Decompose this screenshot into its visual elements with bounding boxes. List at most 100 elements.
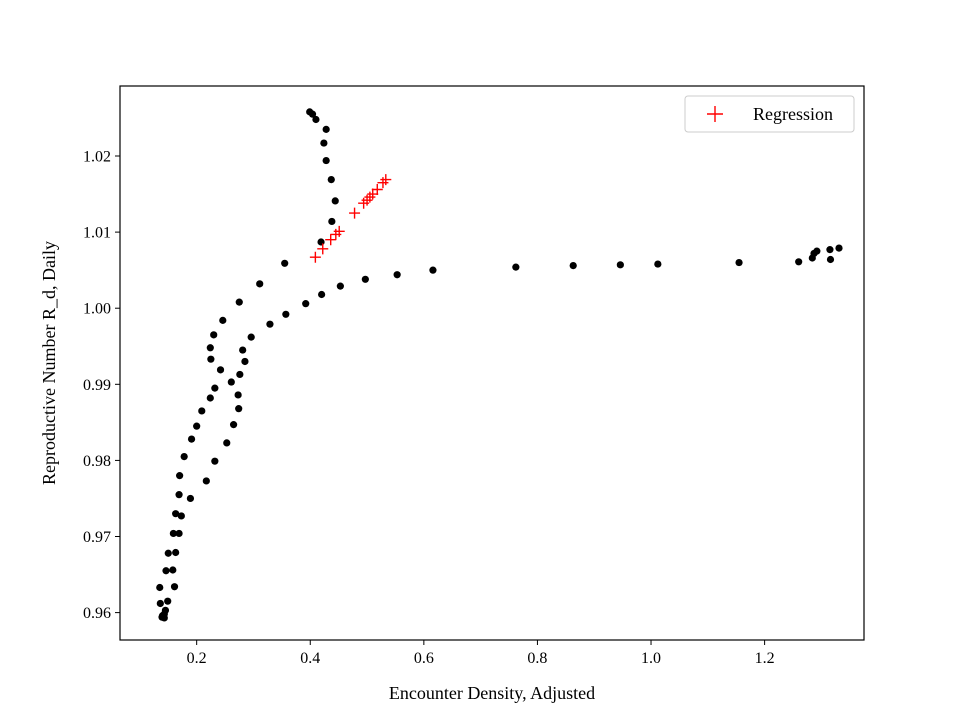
data-point bbox=[429, 266, 437, 274]
regression-point bbox=[309, 251, 321, 263]
data-point bbox=[835, 244, 843, 252]
x-tick-label: 0.2 bbox=[187, 650, 207, 667]
data-point bbox=[328, 217, 336, 226]
data-point bbox=[158, 612, 167, 620]
data-point bbox=[322, 125, 330, 133]
x-tick-label: 0.6 bbox=[414, 650, 434, 667]
data-point bbox=[256, 280, 264, 288]
data-point bbox=[210, 331, 218, 339]
data-point bbox=[281, 259, 289, 267]
legend-box bbox=[684, 95, 855, 133]
data-point bbox=[206, 394, 214, 402]
data-point bbox=[235, 405, 243, 413]
data-point bbox=[393, 271, 401, 279]
data-point bbox=[164, 597, 172, 605]
data-point bbox=[735, 258, 743, 267]
data-point bbox=[175, 491, 183, 499]
data-point bbox=[795, 258, 803, 266]
y-tick-label: 1.00 bbox=[83, 301, 111, 318]
data-point bbox=[169, 529, 177, 538]
data-point bbox=[162, 567, 170, 575]
regression-point bbox=[317, 243, 329, 255]
data-point bbox=[164, 549, 172, 557]
data-point bbox=[177, 512, 185, 520]
y-tick-label: 0.97 bbox=[83, 529, 111, 546]
regression-point bbox=[333, 225, 345, 237]
data-point bbox=[331, 197, 339, 205]
legend-regression-label: Regression bbox=[753, 104, 833, 124]
data-point bbox=[247, 333, 255, 341]
data-point bbox=[180, 453, 188, 461]
y-tick-label: 0.99 bbox=[83, 377, 111, 394]
x-tick-label: 0.8 bbox=[527, 650, 547, 667]
data-point bbox=[186, 494, 195, 503]
regression-point bbox=[325, 234, 337, 246]
data-point bbox=[241, 357, 249, 366]
data-point bbox=[302, 300, 310, 308]
data-point bbox=[239, 346, 247, 354]
data-point bbox=[176, 472, 184, 480]
regression-point bbox=[349, 207, 361, 219]
data-point bbox=[654, 260, 662, 268]
regression-point bbox=[371, 183, 383, 195]
data-point bbox=[826, 246, 834, 254]
data-point bbox=[234, 391, 242, 399]
x-axis: 0.2 0.4 0.6 0.8 1.0 1.2 bbox=[187, 640, 775, 667]
data-point bbox=[223, 439, 231, 447]
data-point bbox=[512, 263, 520, 271]
regression-point bbox=[380, 174, 392, 186]
data-point bbox=[308, 110, 317, 118]
data-point bbox=[172, 548, 180, 557]
data-point bbox=[813, 247, 821, 255]
legend-regression-marker bbox=[707, 106, 723, 122]
data-point bbox=[211, 384, 219, 392]
data-point bbox=[156, 583, 164, 592]
points-layer bbox=[156, 108, 843, 622]
data-point bbox=[235, 298, 243, 306]
plot-frame bbox=[119, 85, 865, 641]
data-point bbox=[207, 355, 215, 363]
data-point bbox=[206, 344, 214, 352]
y-tick-label: 1.02 bbox=[83, 149, 111, 166]
data-point bbox=[616, 261, 624, 269]
data-point bbox=[336, 282, 344, 290]
data-point bbox=[826, 255, 835, 264]
data-point bbox=[320, 139, 328, 147]
data-point bbox=[193, 422, 201, 430]
data-point bbox=[317, 238, 325, 246]
data-point bbox=[175, 529, 183, 538]
regression-point bbox=[367, 188, 379, 200]
data-point bbox=[229, 421, 238, 429]
data-point bbox=[361, 275, 369, 283]
x-axis-label: Encounter Density, Adjusted bbox=[389, 683, 595, 703]
data-point bbox=[156, 599, 164, 608]
data-point bbox=[266, 320, 274, 328]
plot-background bbox=[120, 86, 864, 640]
y-axis: 0.96 0.97 0.98 0.99 1.00 1.01 1.02 bbox=[83, 149, 120, 622]
data-point bbox=[236, 370, 244, 379]
data-point bbox=[170, 583, 179, 591]
data-point bbox=[322, 156, 330, 165]
y-tick-label: 0.98 bbox=[83, 453, 111, 470]
y-tick-label: 0.96 bbox=[83, 605, 111, 622]
data-point bbox=[216, 366, 225, 374]
data-point bbox=[198, 407, 206, 415]
y-axis-label: Reproductive Number R_d, Daily bbox=[39, 241, 59, 485]
data-point bbox=[327, 176, 335, 184]
data-point bbox=[169, 566, 177, 574]
data-point bbox=[312, 115, 320, 124]
data-point bbox=[172, 510, 180, 518]
x-tick-label: 1.2 bbox=[755, 650, 775, 667]
data-point bbox=[187, 435, 196, 443]
data-point bbox=[318, 290, 326, 299]
data-point bbox=[227, 378, 235, 386]
legend: Regression bbox=[684, 95, 855, 133]
data-point bbox=[569, 261, 577, 270]
data-point bbox=[219, 316, 227, 324]
x-tick-label: 0.4 bbox=[300, 650, 320, 667]
x-tick-label: 1.0 bbox=[641, 650, 661, 667]
data-point bbox=[211, 457, 219, 465]
y-tick-label: 1.01 bbox=[83, 225, 111, 242]
data-point bbox=[202, 477, 210, 485]
